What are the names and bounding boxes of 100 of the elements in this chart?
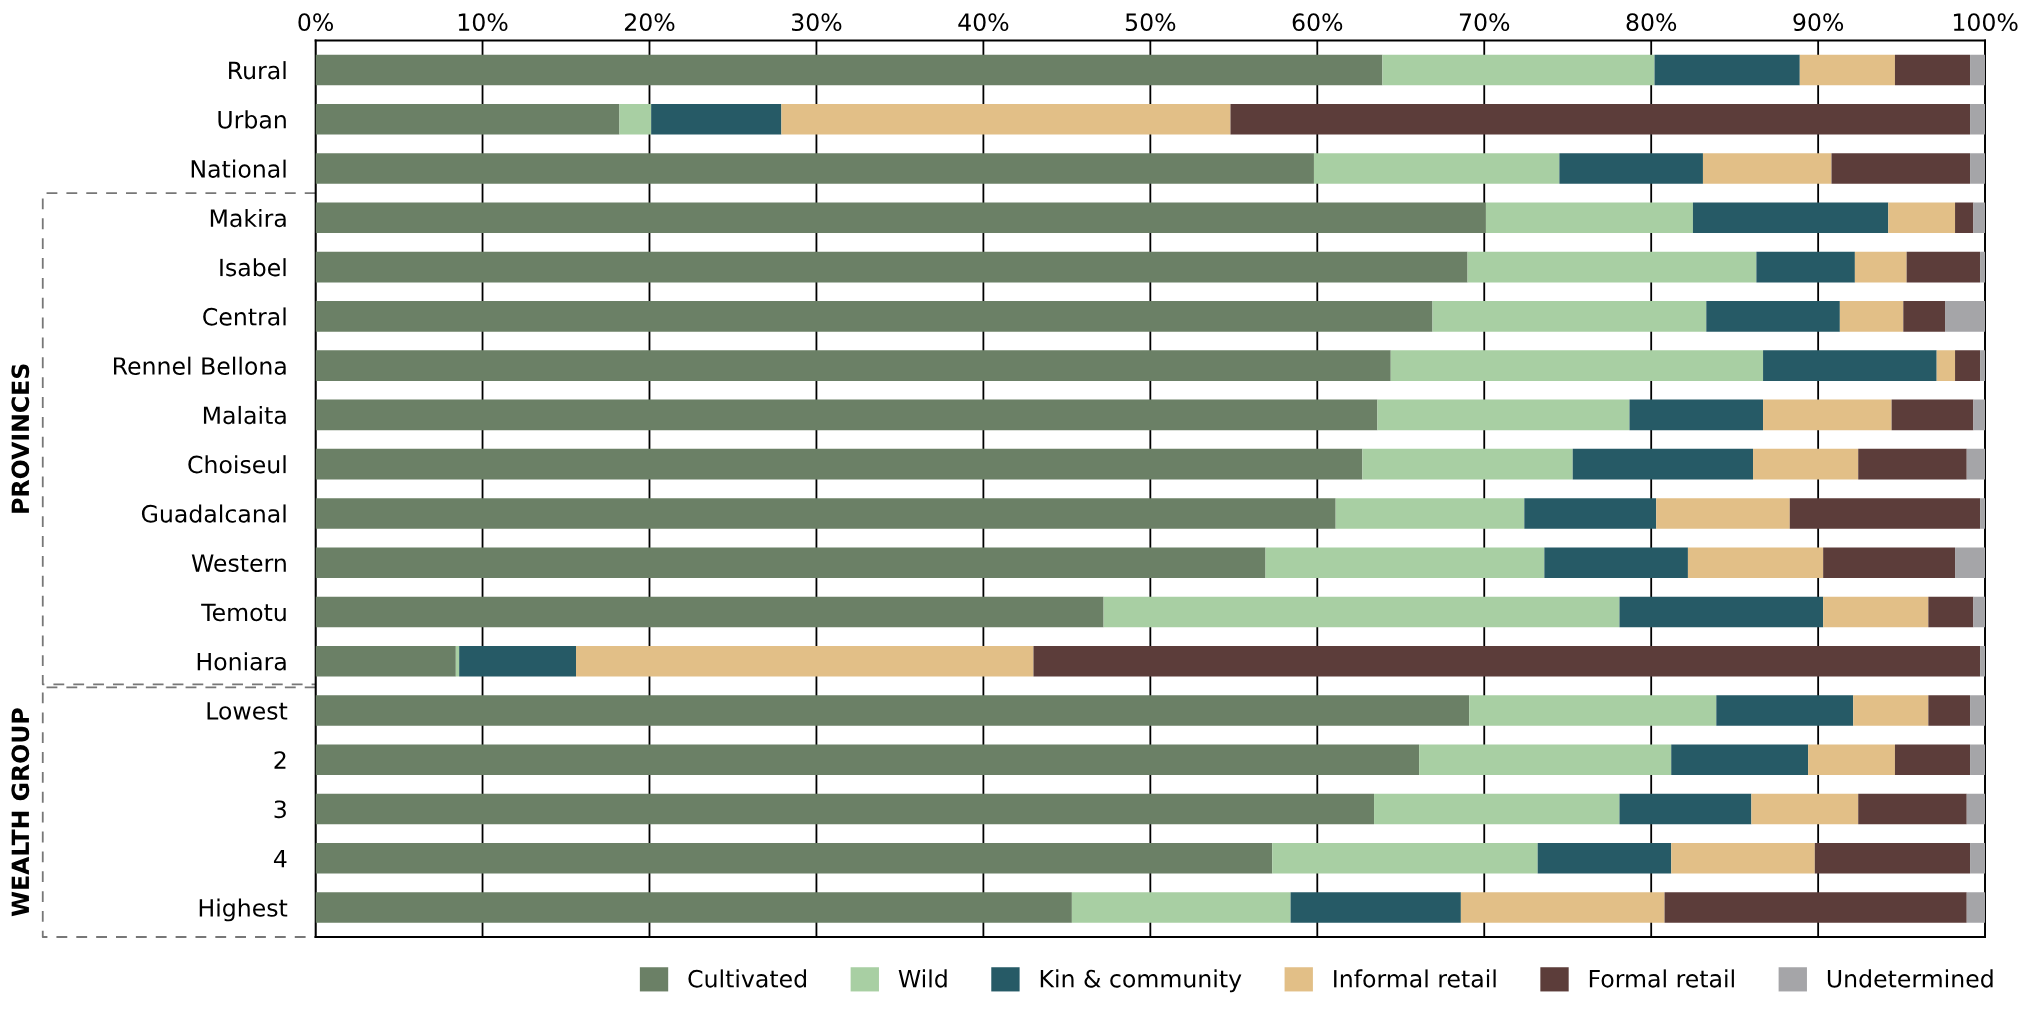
bar: [1854, 251, 1907, 283]
bar: [1980, 350, 1986, 381]
y-tick-label: Central: [203, 307, 286, 326]
bar: [1894, 744, 1971, 775]
bar: [315, 695, 1470, 726]
bar: [781, 104, 1231, 135]
x-tick-label: 90%: [1793, 13, 1844, 32]
bar: [315, 251, 1468, 283]
bar: [1544, 547, 1688, 578]
bar: [619, 104, 652, 135]
y-tick-label: Rural: [229, 61, 286, 80]
x-tick-label: 40%: [958, 13, 1009, 32]
bar: [1973, 596, 1986, 628]
bar: [1970, 54, 1986, 86]
bar: [1629, 399, 1764, 431]
bar: [1966, 448, 1986, 480]
bar: [1858, 793, 1967, 825]
bar: [1390, 350, 1764, 381]
bar: [315, 399, 1378, 431]
bar: [1823, 547, 1956, 578]
bar: [315, 54, 1383, 86]
bar: [1362, 448, 1573, 480]
y-tick-label: 2: [274, 751, 286, 769]
x-tick-label: 0%: [298, 13, 334, 32]
bar: [1272, 842, 1538, 874]
bar: [1888, 202, 1956, 234]
x-tick-label: 20%: [624, 13, 675, 32]
bar: [1970, 153, 1986, 184]
bar: [1858, 448, 1967, 480]
bar: [1706, 301, 1840, 332]
bar: [1619, 596, 1824, 628]
bar: [1559, 153, 1703, 184]
legend-label: Formal retail: [1589, 969, 1734, 988]
bar: [1485, 202, 1693, 234]
bar: [315, 202, 1486, 234]
bar: [1313, 153, 1560, 184]
x-tick-label: 30%: [792, 13, 842, 32]
bar: [1572, 448, 1754, 480]
x-tick-label: 80%: [1626, 13, 1677, 32]
bar: [315, 596, 1104, 628]
bar: [1903, 301, 1946, 332]
bar: [1789, 498, 1981, 529]
bar: [1839, 301, 1904, 332]
bar: [1619, 793, 1752, 825]
bar: [315, 448, 1363, 480]
x-tick-label: 10%: [458, 13, 508, 32]
bar: [315, 892, 1072, 923]
bar: [1936, 350, 1956, 381]
y-tick-label: Honiara: [197, 652, 286, 671]
legend-label: Cultivated: [688, 969, 806, 988]
bar: [1671, 744, 1809, 775]
bar: [315, 744, 1420, 775]
bar: [1654, 54, 1800, 86]
bar: [1687, 547, 1824, 578]
bar: [1906, 251, 1981, 283]
bar: [1230, 104, 1971, 135]
bar: [1716, 695, 1854, 726]
bar: [1753, 448, 1859, 480]
y-tick-label: Temotu: [201, 603, 286, 622]
y-tick-label: Isabel: [220, 258, 286, 277]
bar: [1945, 301, 1986, 332]
bar: [1071, 892, 1291, 923]
y-tick-label: 3: [274, 800, 286, 819]
bar: [1656, 498, 1790, 529]
bar: [1382, 54, 1655, 86]
bar: [1692, 202, 1889, 234]
bar: [1970, 695, 1986, 726]
bar: [1973, 399, 1986, 431]
bar: [315, 547, 1266, 578]
bar: [1374, 793, 1620, 825]
bar: [1751, 793, 1859, 825]
bar: [1980, 645, 1986, 677]
y-tick-label: National: [191, 159, 286, 178]
y-tick-label: Rennel Bellona: [114, 356, 286, 375]
text: PROVINCES: [11, 364, 30, 513]
bar: [1980, 498, 1986, 529]
bar: [1823, 596, 1929, 628]
bar: [1814, 842, 1971, 874]
y-tick-label: Highest: [199, 898, 288, 922]
bar: [315, 104, 620, 135]
bar: [315, 793, 1375, 825]
bar: [1955, 350, 1981, 381]
bar: [1966, 793, 1986, 825]
bar: [1955, 547, 1986, 578]
bar: [1265, 547, 1545, 578]
bar: [1664, 892, 1967, 923]
y-tick-label: Malaita: [203, 405, 286, 425]
bar: [1955, 202, 1974, 234]
bar: [1799, 54, 1895, 86]
bar: [1702, 153, 1832, 184]
bar: [459, 645, 577, 677]
bar: [1460, 892, 1665, 923]
bar: [1970, 744, 1986, 775]
bar: [1033, 645, 1981, 677]
bar: [315, 498, 1336, 529]
bar: [1469, 695, 1717, 726]
y-tick-label: Guadalcanal: [141, 504, 286, 523]
bar: [1970, 104, 1986, 135]
bar: [1853, 695, 1929, 726]
legend-label: Kin & community: [1040, 969, 1242, 993]
